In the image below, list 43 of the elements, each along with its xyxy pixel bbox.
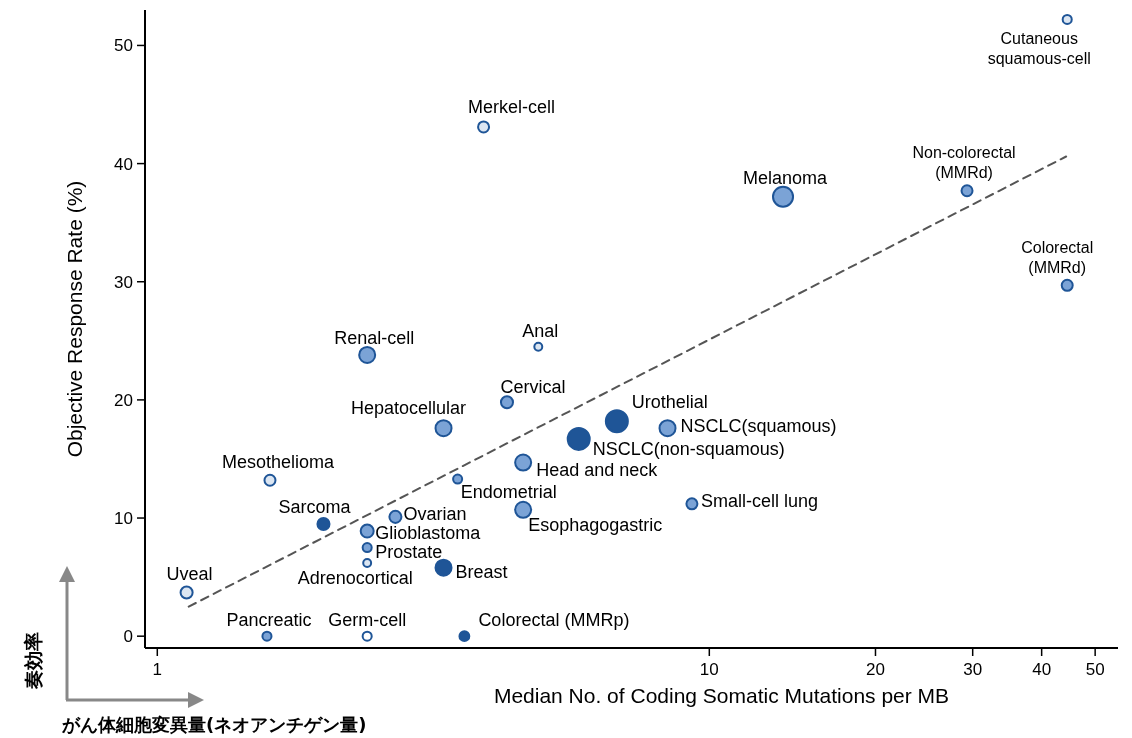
annotation: Sarcoma [278,496,352,517]
annotation: Adrenocortical [297,567,413,588]
annotation: Mesothelioma [221,452,335,473]
x-tick-label: 10 [699,660,719,679]
annotation: Melanoma [743,167,829,188]
annotation: Uveal [166,564,213,585]
annotation: Prostate [375,541,443,562]
y-tick-label: 30 [114,272,133,292]
y-tick-label: 10 [114,508,133,528]
x-tick-label: 1 [152,660,163,679]
x-axis-title: Median No. of Coding Somatic Mutations per MB [493,684,950,707]
annotation: Cutaneous squamous-cell [987,30,1091,68]
annotation: Head and neck [536,459,659,480]
annotation: Colorectal (MMRd) [1021,239,1094,277]
x-tick-label: 50 [1085,660,1105,679]
annotation: Urothelial [631,392,708,413]
annotation: Renal-cell [334,327,415,348]
y-tick-label: 50 [114,36,133,56]
annotation: NSCLC(non-squamous) [592,438,785,459]
text: 奏効率 [22,631,44,690]
x-tick-label: 20 [866,660,885,679]
annotation: Pancreatic [226,610,312,631]
y-tick-label: 20 [114,390,133,410]
annotation: Ovarian [403,503,467,524]
annotation: Germ-cell [328,610,407,631]
annotation: Breast [455,561,508,582]
annotation: Small-cell lung [700,490,818,511]
annotation: Esophagogastric [528,514,663,535]
annotation: Anal [522,320,559,341]
x-tick-label: 40 [1032,660,1052,679]
annotation: NSCLC(squamous) [680,416,837,437]
annotation: Non-colorectal (MMRd) [912,143,1016,181]
annotation: Cervical [500,377,566,398]
y-axis-title: Objective Response Rate (%) [63,180,86,458]
x-tick-label: 30 [963,660,983,679]
annotation: Merkel-cell [468,96,556,117]
y-tick-label: 0 [123,627,133,647]
annotation: Glioblastoma [375,523,482,544]
annotation: Colorectal (MMRp) [478,610,630,631]
text: がん体細胞変異量(ネオアンチゲン量) [61,714,367,735]
annotation: Endometrial [460,482,557,503]
annotation: Hepatocellular [350,398,467,419]
y-tick-label: 40 [114,154,133,174]
